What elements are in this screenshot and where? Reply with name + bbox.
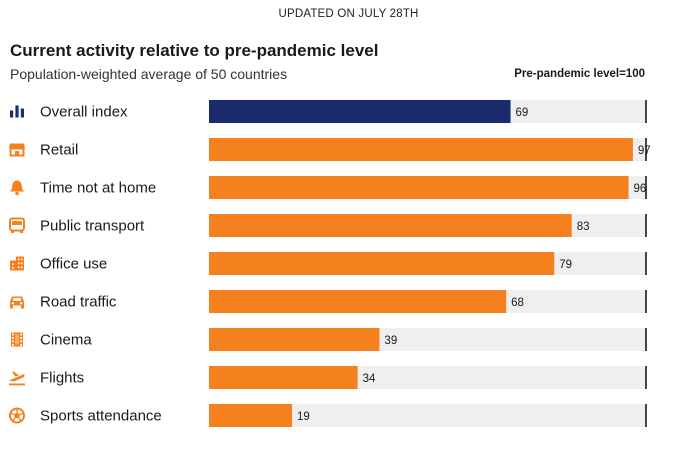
chart-subtitle: Population-weighted average of 50 countr…	[10, 66, 288, 82]
category-label: Public transport	[40, 218, 145, 235]
category-label: Time not at home	[40, 180, 156, 197]
category-label: Overall index	[40, 104, 128, 121]
chart-title: Current activity relative to pre-pandemi…	[10, 41, 379, 60]
bar-value-label: 39	[384, 335, 397, 347]
category-label: Flights	[40, 370, 84, 387]
bar	[209, 214, 572, 237]
bar-value-label: 68	[511, 297, 524, 309]
reference-label: Pre-pandemic level=100	[514, 68, 645, 80]
bar-value-label: 83	[577, 221, 590, 233]
bar	[209, 138, 633, 161]
bar	[209, 290, 507, 313]
bar	[209, 404, 293, 427]
bar-value-label: 69	[516, 107, 529, 119]
bar	[209, 252, 555, 275]
ball-icon	[9, 407, 25, 424]
bar-track	[209, 404, 646, 427]
bar	[209, 366, 358, 389]
bar-value-label: 34	[363, 373, 376, 385]
updated-date: UPDATED ON JULY 28TH	[278, 8, 419, 20]
bar-value-label: 79	[559, 259, 572, 271]
airplane-icon	[9, 371, 25, 386]
category-label: Cinema	[40, 332, 92, 349]
category-label: Sports attendance	[40, 408, 162, 425]
office-building-icon	[10, 256, 24, 271]
bell-icon	[10, 180, 24, 196]
bar-value-label: 19	[297, 411, 310, 423]
category-label: Road traffic	[40, 294, 117, 311]
storefront-icon	[9, 143, 25, 157]
category-label: Office use	[40, 256, 107, 273]
bar	[209, 176, 629, 199]
bar-value-label: 97	[638, 145, 651, 157]
car-icon	[10, 296, 24, 309]
category-label: Retail	[40, 142, 78, 159]
film-icon	[11, 332, 23, 347]
bar-value-label: 96	[634, 183, 647, 195]
bar	[209, 328, 380, 351]
bar	[209, 100, 511, 123]
bar-chart-icon	[10, 105, 24, 118]
bus-icon	[9, 217, 25, 233]
